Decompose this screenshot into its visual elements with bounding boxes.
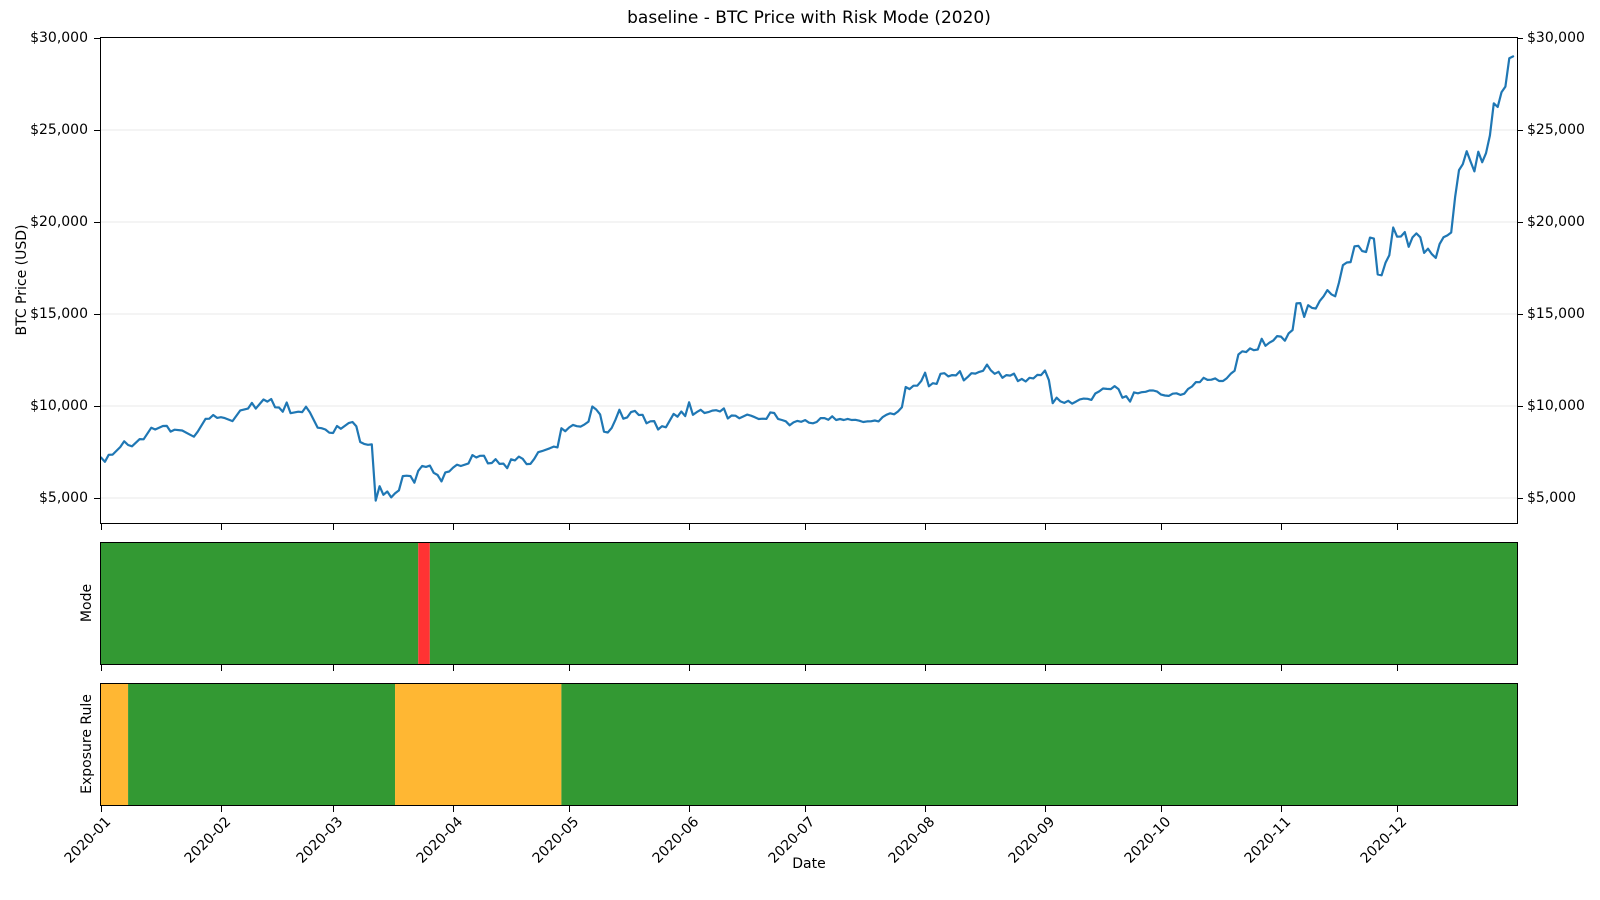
y-tick-label-left: $15,000 (30, 306, 88, 322)
x-month-tick (805, 806, 807, 812)
x-month-tick (805, 665, 807, 671)
mode-panel (100, 542, 1518, 665)
mode-band-risk-on (429, 543, 1517, 664)
x-month-tick (1281, 665, 1282, 671)
y-tick-right (1517, 405, 1523, 407)
y-tick-label-right: $10,000 (1527, 398, 1585, 414)
y-tick-left (94, 129, 100, 131)
x-month-tick (101, 665, 102, 671)
x-month-tick (1045, 665, 1046, 671)
x-month-tick (569, 665, 571, 671)
y-tick-right (1517, 37, 1523, 39)
x-month-tick (1161, 665, 1163, 671)
chart-title: baseline - BTC Price with Risk Mode (202… (627, 8, 991, 28)
exposure-band-reduced (101, 684, 129, 805)
y-tick-label-left: $10,000 (30, 398, 88, 414)
x-month-tick (925, 524, 927, 530)
exposure-band-full (128, 684, 396, 805)
exposure-band-full (561, 684, 1517, 805)
price-chart-plot-area (101, 55, 1517, 502)
x-month-tick (1045, 524, 1046, 530)
y-tick-label-left: $30,000 (30, 30, 88, 46)
y-tick-label-right: $30,000 (1527, 30, 1585, 46)
x-month-tick (569, 524, 571, 530)
y-tick-label-right: $5,000 (1527, 490, 1576, 506)
y-tick-label-left: $5,000 (39, 490, 88, 506)
exposure-band-reduced (395, 684, 562, 805)
x-month-tick (333, 665, 335, 671)
mode-band-risk-off (418, 543, 430, 664)
x-month-tick (220, 806, 222, 812)
x-axis-label: Date (792, 856, 826, 872)
y-tick-right (1517, 313, 1523, 315)
y-tick-label-left: $20,000 (30, 214, 88, 230)
x-month-tick (925, 806, 927, 812)
y-tick-label-right: $25,000 (1527, 122, 1585, 138)
y-tick-right (1517, 221, 1523, 223)
x-month-tick (1161, 806, 1163, 812)
x-month-tick (689, 806, 691, 812)
mode-panel-label: Mode (79, 583, 95, 623)
y-tick-left (94, 221, 100, 223)
x-month-tick (333, 524, 335, 530)
x-month-tick (1397, 524, 1399, 530)
y-tick-label-right: $20,000 (1527, 214, 1585, 230)
x-month-tick (220, 665, 222, 671)
x-month-tick (453, 665, 455, 671)
x-month-tick (101, 524, 102, 530)
x-month-tick (453, 524, 455, 530)
x-month-tick (805, 524, 807, 530)
x-month-tick (1397, 665, 1399, 671)
price-panel (100, 37, 1518, 524)
x-month-tick (453, 806, 455, 812)
mode-band-plot-area (101, 543, 1517, 664)
x-month-tick (1397, 806, 1399, 812)
y-tick-right (1517, 497, 1523, 499)
y-tick-label-left: $25,000 (30, 122, 88, 138)
exposure-panel-label: Exposure Rule (79, 694, 95, 794)
y-tick-left (94, 405, 100, 407)
btc-price-line (101, 55, 1515, 502)
x-month-tick (333, 806, 335, 812)
exposure-band-plot-area (101, 684, 1517, 805)
exposure-panel (100, 683, 1518, 806)
x-month-tick (1161, 524, 1163, 530)
y-tick-left (94, 37, 100, 39)
x-month-tick (689, 524, 691, 530)
y-tick-left (94, 497, 100, 499)
x-month-tick (689, 665, 691, 671)
x-month-tick (569, 806, 571, 812)
y-tick-label-right: $15,000 (1527, 306, 1585, 322)
x-month-tick (925, 665, 927, 671)
y-tick-right (1517, 129, 1523, 131)
x-month-tick (1281, 524, 1282, 530)
x-month-tick (1045, 806, 1046, 812)
mode-band-risk-on (101, 543, 419, 664)
y-tick-left (94, 313, 100, 315)
x-month-tick (1281, 806, 1282, 812)
x-month-tick (101, 806, 102, 812)
x-month-tick (220, 524, 222, 530)
